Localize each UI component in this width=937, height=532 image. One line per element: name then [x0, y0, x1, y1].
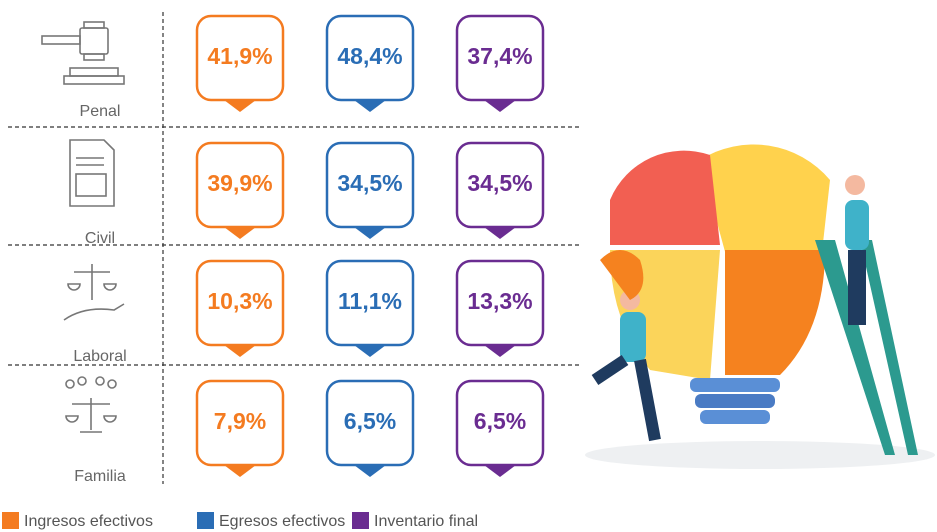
illustration	[585, 144, 935, 469]
value-label: 6,5%	[474, 408, 526, 434]
bubble-pointer	[484, 227, 516, 239]
value-label: 41,9%	[207, 43, 272, 69]
value-label: 34,5%	[337, 170, 402, 196]
legend-swatch	[352, 512, 369, 529]
infographic: Penal 41,9% 48,4% 37,4% Civil 39,9% 34,5% 34,5%…	[0, 0, 937, 532]
bubble-pointer	[354, 100, 386, 112]
legend-label: Inventario final	[374, 513, 478, 530]
value-label: 34,5%	[467, 170, 532, 196]
bubble-pointer	[354, 345, 386, 357]
category-label: Familia	[74, 468, 126, 485]
bubble-pointer	[224, 227, 256, 239]
bubble-pointer	[354, 227, 386, 239]
bubble-pointer	[224, 345, 256, 357]
legend-label: Egresos efectivos	[219, 513, 345, 530]
value-label: 7,9%	[214, 408, 266, 434]
value-label: 37,4%	[467, 43, 532, 69]
bubble-pointer	[354, 465, 386, 477]
category-label: Laboral	[73, 348, 126, 365]
value-label: 10,3%	[207, 288, 272, 314]
value-label: 39,9%	[207, 170, 272, 196]
value-label: 11,1%	[338, 288, 402, 314]
category-label: Civil	[85, 230, 115, 247]
icon-gavel	[42, 22, 124, 84]
icon-document	[70, 140, 114, 206]
bubble-pointer	[484, 100, 516, 112]
value-label: 48,4%	[337, 43, 402, 69]
category-label: Penal	[80, 103, 121, 120]
icon-family	[66, 377, 116, 432]
legend-swatch	[2, 512, 19, 529]
bubble-pointer	[224, 100, 256, 112]
bubble-pointer	[484, 465, 516, 477]
bubble-pointer	[224, 465, 256, 477]
value-label: 6,5%	[344, 408, 396, 434]
icon-scales	[64, 264, 124, 320]
legend-swatch	[197, 512, 214, 529]
bubble-pointer	[484, 345, 516, 357]
value-label: 13,3%	[467, 288, 532, 314]
legend-label: Ingresos efectivos	[24, 513, 153, 530]
